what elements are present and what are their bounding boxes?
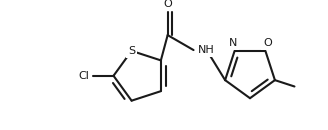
Text: S: S <box>128 46 135 56</box>
Text: N: N <box>229 38 237 48</box>
Text: O: O <box>263 38 272 48</box>
Text: O: O <box>163 0 172 9</box>
Text: Cl: Cl <box>78 71 89 81</box>
Text: NH: NH <box>198 45 215 55</box>
